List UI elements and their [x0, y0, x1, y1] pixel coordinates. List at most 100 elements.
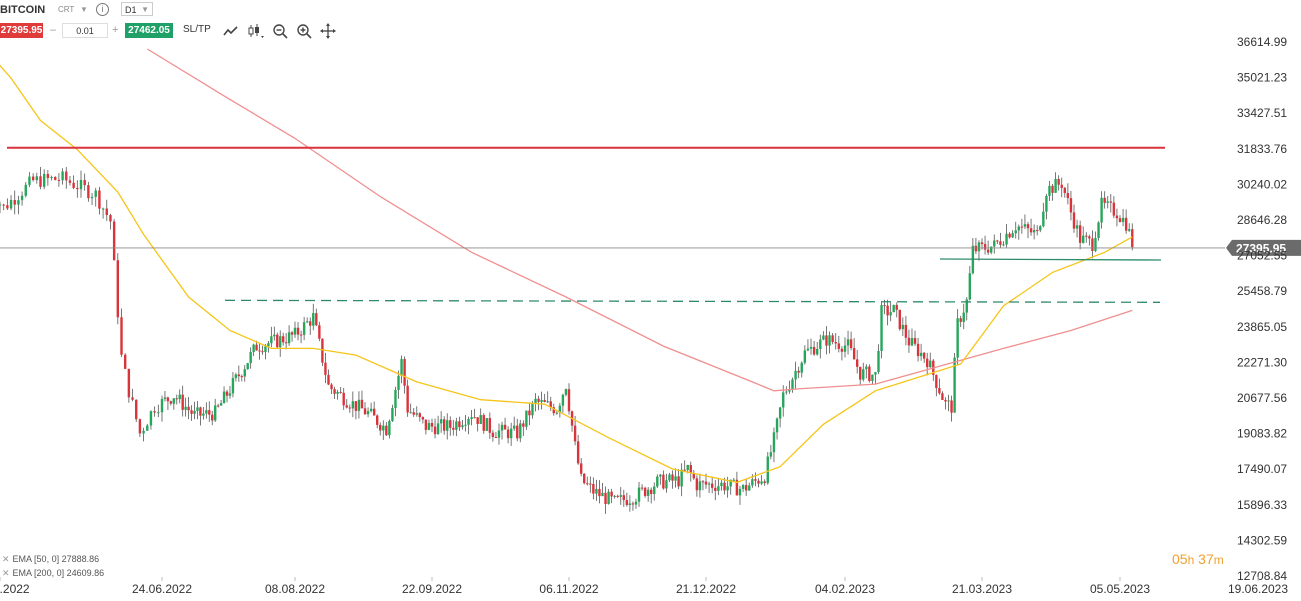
candle-down	[153, 411, 156, 413]
candle-down	[31, 176, 35, 181]
candle-up	[264, 346, 267, 352]
candle-up	[1042, 211, 1045, 227]
timeframe-select[interactable]: D1 ▼	[121, 2, 153, 16]
volume-increase-button[interactable]: +	[112, 24, 119, 36]
candle-down	[837, 343, 841, 349]
candle-down	[488, 418, 492, 433]
candle-up	[732, 479, 735, 481]
candle-up	[871, 374, 874, 381]
candle-down	[552, 407, 555, 414]
crosshair-move-icon[interactable]	[319, 22, 337, 40]
candle-down	[543, 399, 546, 402]
candle-up	[862, 369, 865, 380]
candle-up	[919, 352, 923, 357]
candle-down	[506, 429, 510, 439]
candle-down	[225, 391, 229, 396]
volume-input[interactable]: 0.01	[62, 23, 108, 38]
sell-button[interactable]: 27395.95	[0, 23, 43, 38]
candle-up	[628, 503, 632, 505]
candle-up	[455, 421, 458, 430]
y-tick-label: 36614.99	[1237, 35, 1287, 49]
candle-down	[503, 424, 507, 430]
candle-up	[467, 418, 470, 425]
candle-up	[947, 400, 950, 402]
candle-down	[237, 374, 241, 377]
candle-up	[558, 405, 562, 413]
volume-decrease-button[interactable]: –	[50, 24, 57, 36]
zoom-out-icon[interactable]	[271, 22, 289, 40]
candle-up	[809, 346, 813, 349]
y-tick-label: 20677.56	[1237, 391, 1287, 405]
symbol-dropdown-icon[interactable]: ▼	[80, 5, 88, 14]
horizontal-levels[interactable]: 27395.95	[0, 146, 1301, 303]
candle-up	[686, 464, 689, 470]
candle-up	[427, 423, 431, 430]
support-solid-line[interactable]	[939, 258, 1162, 261]
candle-up	[305, 321, 309, 323]
candle-up	[1128, 229, 1131, 231]
candle-up	[202, 413, 205, 416]
candle-up	[1011, 233, 1014, 238]
candle-up	[962, 312, 965, 322]
line-chart-icon[interactable]	[222, 22, 240, 40]
candle-up	[668, 474, 671, 481]
candle-down	[735, 479, 739, 496]
candle-down	[950, 400, 953, 413]
candle-down	[98, 190, 101, 209]
candle-up	[90, 196, 94, 199]
remove-indicator-icon[interactable]: ✕	[2, 554, 10, 564]
candle-up	[287, 332, 291, 344]
candle-up	[79, 179, 83, 190]
candle-up	[788, 389, 791, 392]
legend-ema50[interactable]: ✕ EMA [50, 0] 27888.86	[2, 554, 100, 564]
candle-down	[695, 478, 699, 491]
candle-down	[754, 479, 757, 481]
candle-up	[929, 360, 932, 368]
y-tick-label: 30240.02	[1237, 177, 1287, 191]
y-tick-label: 15896.33	[1237, 498, 1287, 512]
candle-down	[598, 488, 601, 497]
candle-down	[54, 177, 57, 180]
candle-up	[1023, 224, 1027, 227]
candlestick-icon[interactable]	[246, 22, 264, 40]
zoom-in-icon[interactable]	[295, 22, 313, 40]
legend-ema200[interactable]: ✕ EMA [200, 0] 24609.86	[2, 568, 105, 578]
candle-up	[249, 351, 252, 364]
candle-down	[258, 350, 261, 352]
candle-up	[843, 345, 847, 352]
candle-down	[868, 366, 871, 381]
candle-up	[877, 350, 880, 373]
y-tick-label: 17490.07	[1237, 462, 1287, 476]
x-tick-label: 21.03.2023	[952, 582, 1012, 596]
candle-up	[205, 410, 208, 414]
symbol-name[interactable]: BITCOIN	[0, 4, 46, 16]
candle-up	[1094, 237, 1097, 251]
candle-down	[907, 337, 911, 346]
info-icon[interactable]: i	[96, 3, 109, 16]
candle-down	[57, 179, 61, 181]
x-tick-label: 05.05.2023	[1090, 582, 1150, 596]
candle-up	[901, 324, 905, 330]
candle-down	[13, 199, 16, 205]
candle-up	[243, 369, 246, 377]
candle-up	[219, 403, 223, 406]
support-dashed-line[interactable]	[224, 299, 1161, 303]
candle-down	[855, 359, 859, 367]
candle-down	[290, 332, 294, 335]
candle-down	[797, 370, 800, 373]
candle-up	[214, 405, 217, 421]
buy-button[interactable]: 27462.05	[125, 23, 173, 38]
candle-down	[883, 305, 886, 307]
candle-up	[607, 491, 610, 505]
remove-indicator-icon[interactable]: ✕	[2, 568, 10, 578]
candle-up	[540, 399, 543, 402]
candle-down	[430, 423, 434, 427]
candle-up	[28, 176, 31, 185]
candle-up	[1075, 225, 1079, 229]
candle-down	[442, 419, 446, 431]
sltp-button[interactable]: SL/TP	[183, 24, 211, 35]
symbol-type: CRT	[58, 5, 75, 14]
candle-down	[1066, 192, 1070, 199]
candle-up	[531, 403, 534, 416]
